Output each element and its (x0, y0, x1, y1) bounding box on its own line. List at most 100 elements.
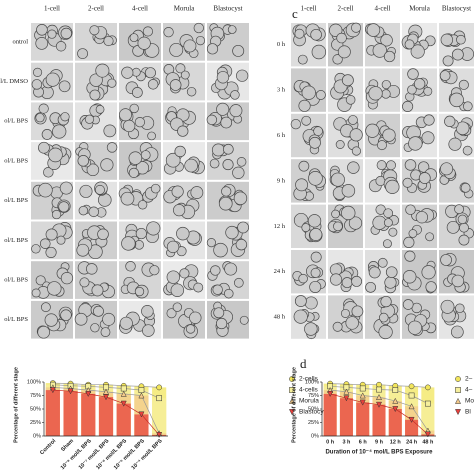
marker (408, 383, 415, 390)
y-tick-label: 25% (308, 420, 319, 426)
embryo (290, 118, 302, 130)
embryo (60, 309, 72, 321)
embryo (378, 324, 393, 340)
embryo (218, 196, 233, 211)
x-tick-label: Sham (60, 438, 75, 453)
embryo (78, 205, 89, 216)
embryo (298, 160, 310, 172)
row-label: 3 h (277, 87, 286, 94)
marker (156, 384, 162, 391)
embryo (381, 79, 391, 90)
embryo (423, 114, 435, 126)
embryo (304, 296, 318, 310)
embryo (129, 103, 139, 114)
panel-letter: c (292, 6, 298, 21)
marker (120, 385, 127, 392)
embryo (425, 281, 437, 293)
embryo (442, 55, 454, 67)
embryo (403, 236, 415, 248)
embryo (223, 288, 234, 299)
marker (289, 376, 295, 382)
embryo (440, 299, 455, 314)
embryo (146, 221, 161, 236)
y-axis-label: Percentage of different stage (291, 367, 297, 443)
embryo (455, 303, 465, 314)
embryo (308, 171, 323, 186)
embryo (173, 204, 186, 217)
embryo (237, 221, 249, 234)
marker (288, 409, 296, 416)
embryo (315, 90, 326, 100)
marker (424, 431, 431, 438)
embryo (123, 119, 136, 133)
embryo (119, 316, 133, 330)
embryo (229, 104, 243, 118)
embryo (166, 240, 180, 254)
embryo (462, 145, 473, 156)
x-tick-label: 12 h (390, 439, 402, 445)
embryo (454, 204, 465, 215)
embryo (462, 101, 473, 112)
embryo (169, 42, 184, 57)
x-tick-label: 9 h (375, 439, 384, 445)
embryo (425, 232, 435, 242)
y-tick-label: 50% (308, 406, 319, 412)
row-label: 12 h (274, 223, 286, 230)
embryo (383, 208, 394, 219)
embryo (449, 92, 464, 108)
embryo (91, 284, 104, 297)
embryo (36, 23, 48, 36)
embryo (236, 69, 249, 82)
embryo (222, 143, 234, 155)
embryo (180, 70, 190, 80)
embryo (307, 214, 322, 228)
row-label: ol/L BPS (4, 316, 28, 323)
marker (289, 387, 295, 393)
marker (392, 406, 399, 413)
embryo (221, 186, 232, 197)
embryo (43, 167, 54, 178)
bar (356, 402, 370, 436)
embryo (383, 50, 396, 63)
embryo (351, 146, 362, 156)
marker (102, 394, 110, 401)
embryo (313, 126, 323, 137)
embryo (351, 275, 363, 287)
embryo (60, 272, 74, 285)
embryo (310, 267, 321, 278)
marker (156, 432, 163, 439)
embryo (135, 161, 150, 175)
embryo (408, 136, 423, 151)
embryo (174, 145, 186, 158)
embryo (95, 105, 105, 114)
embryo (297, 54, 308, 65)
embryo (220, 116, 233, 129)
column-label: 2-cell (338, 5, 354, 13)
embryo (149, 265, 160, 276)
embryo (142, 324, 155, 337)
embryo (38, 103, 49, 114)
legend-label: Morula (299, 398, 319, 405)
legend-label: Blastocyst (299, 409, 329, 416)
column-label: 2-cell (88, 5, 104, 13)
embryo (186, 86, 197, 97)
row-label: 6 h (277, 132, 286, 139)
embryo (233, 191, 248, 205)
embryo (47, 281, 62, 296)
embryo (341, 184, 356, 198)
embryo (458, 234, 470, 246)
embryo (74, 312, 88, 326)
marker (376, 381, 382, 388)
embryo (348, 115, 358, 125)
embryo (236, 157, 247, 167)
embryo (58, 80, 71, 93)
marker (327, 391, 334, 398)
marker (67, 388, 74, 395)
embryo (311, 44, 327, 60)
bar (405, 419, 419, 436)
marker (376, 386, 382, 393)
embryo (421, 265, 436, 280)
embryo (144, 67, 156, 79)
embryo (380, 295, 392, 308)
embryo (59, 181, 73, 195)
